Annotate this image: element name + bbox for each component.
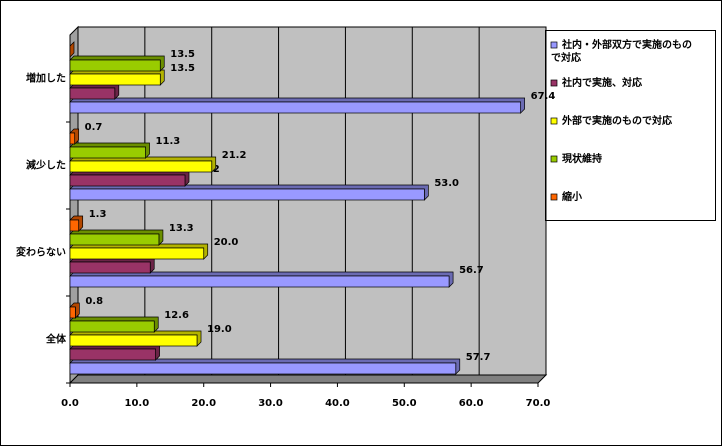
bar bbox=[69, 247, 205, 260]
bar bbox=[69, 188, 425, 201]
bar bbox=[69, 101, 521, 114]
bar bbox=[69, 348, 156, 361]
y-tick-label: 減少した bbox=[26, 159, 66, 172]
legend-swatch bbox=[550, 79, 558, 87]
legend-swatch bbox=[550, 41, 558, 49]
legend-label: 社内・外部双方で実施のもので対応 bbox=[551, 38, 692, 64]
x-tick-label: 20.0 bbox=[191, 398, 216, 409]
bar bbox=[69, 59, 161, 72]
x-tick-label: 0.0 bbox=[61, 398, 79, 409]
data-label: 1.3 bbox=[89, 209, 107, 220]
legend-label: 縮小 bbox=[562, 190, 582, 203]
data-label: 13.3 bbox=[169, 223, 194, 234]
data-label: 56.7 bbox=[459, 265, 484, 276]
legend-swatch bbox=[550, 193, 558, 201]
floor bbox=[68, 374, 548, 384]
x-tick-label: 30.0 bbox=[258, 398, 283, 409]
bar bbox=[69, 362, 457, 375]
x-tick-label: 70.0 bbox=[526, 398, 551, 409]
bar bbox=[69, 275, 450, 288]
legend-label: 現状維持 bbox=[562, 152, 602, 165]
legend-label-line: 社内・外部双方で実施のもの bbox=[561, 38, 692, 51]
data-label: 13.5 bbox=[170, 63, 195, 74]
bar bbox=[69, 334, 198, 347]
bar bbox=[69, 160, 213, 173]
x-tick-label: 50.0 bbox=[392, 398, 417, 409]
bar-depth bbox=[69, 41, 75, 58]
data-label: 21.2 bbox=[222, 150, 247, 161]
data-label: 12.6 bbox=[164, 310, 189, 321]
legend-swatch bbox=[550, 155, 558, 163]
data-label: 0.8 bbox=[85, 296, 103, 307]
data-label: 67.4 bbox=[531, 91, 556, 102]
x-tick-label: 60.0 bbox=[459, 398, 484, 409]
legend-label-line: で対応 bbox=[551, 51, 581, 64]
data-label: 13.5 bbox=[170, 49, 195, 60]
data-label: 57.7 bbox=[466, 352, 491, 363]
legend-swatch bbox=[550, 117, 558, 125]
bar bbox=[69, 306, 76, 319]
legend bbox=[545, 30, 716, 221]
y-tick-label: 増加した bbox=[26, 72, 66, 85]
data-label: 0.7 bbox=[85, 122, 103, 133]
y-tick-label: 全体 bbox=[45, 333, 67, 346]
x-tick-label: 40.0 bbox=[325, 398, 350, 409]
bar bbox=[69, 87, 116, 100]
data-label: 11.3 bbox=[156, 136, 181, 147]
data-label: 20.0 bbox=[214, 237, 239, 248]
legend-label: 外部で実施のもので対応 bbox=[561, 114, 672, 127]
bar bbox=[69, 146, 146, 159]
data-label: 19.0 bbox=[207, 324, 232, 335]
bar bbox=[69, 219, 80, 232]
bar bbox=[69, 320, 155, 333]
data-label: 53.0 bbox=[434, 178, 459, 189]
y-tick-label: 変わらない bbox=[16, 246, 66, 259]
bar bbox=[69, 132, 76, 145]
bar bbox=[69, 73, 161, 86]
bar bbox=[69, 174, 186, 187]
bar bbox=[69, 261, 151, 274]
bar bbox=[69, 233, 160, 246]
x-tick-label: 10.0 bbox=[125, 398, 150, 409]
legend-label: 社内で実施、対応 bbox=[561, 76, 642, 89]
